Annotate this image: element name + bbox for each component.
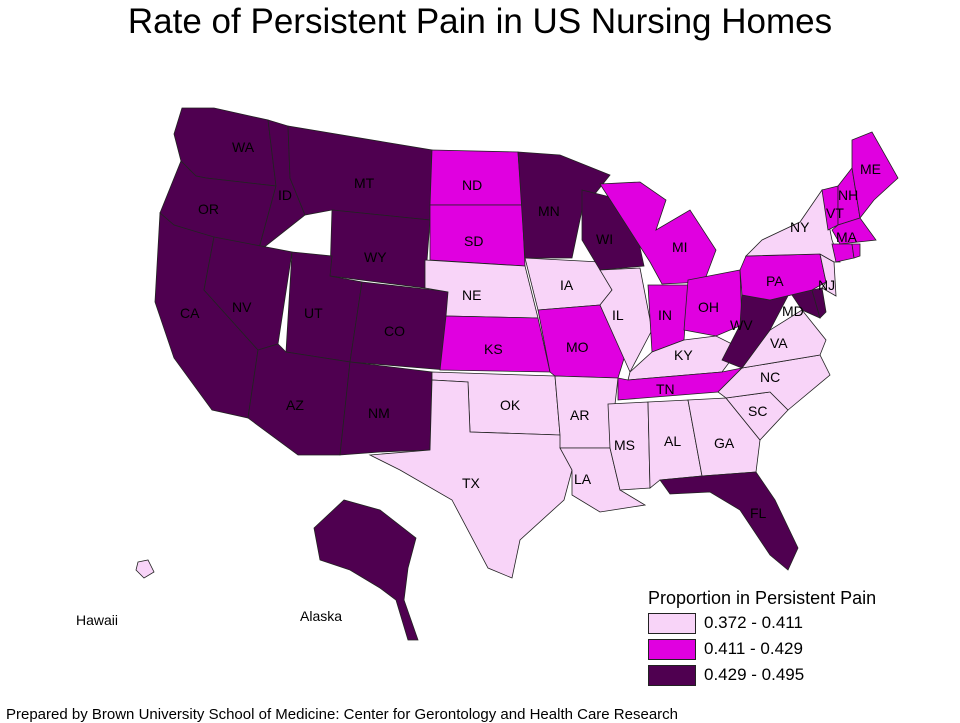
- legend-label: 0.372 - 0.411: [704, 613, 803, 632]
- state-NM[interactable]: [339, 361, 433, 456]
- state-label-ME: ME: [860, 161, 881, 177]
- state-label-OK: OK: [500, 397, 521, 413]
- state-label-AR: AR: [570, 407, 589, 423]
- state-TX[interactable]: [368, 379, 573, 579]
- state-label-MS: MS: [614, 437, 635, 453]
- state-label-OH: OH: [698, 299, 719, 315]
- state-label-ID: ID: [278, 187, 292, 203]
- state-label-IL: IL: [612, 307, 624, 323]
- state-label-FL: FL: [750, 505, 767, 521]
- state-label-CA: CA: [180, 305, 200, 321]
- state-label-VA: VA: [770, 335, 788, 351]
- state-labels: WA OR ID MT WY CA NV UT CO AZ NM ND SD N…: [180, 139, 881, 521]
- legend-item: 0.411 - 0.429: [648, 636, 938, 662]
- state-MS[interactable]: [607, 401, 651, 491]
- state-label-NY: NY: [790, 219, 810, 235]
- state-label-TX: TX: [462, 475, 481, 491]
- state-label-OR: OR: [198, 201, 219, 217]
- state-label-ND: ND: [462, 177, 482, 193]
- state-label-IA: IA: [560, 277, 574, 293]
- state-label-SC: SC: [748, 403, 767, 419]
- state-label-WV: WV: [730, 317, 753, 333]
- state-CT[interactable]: [831, 243, 855, 263]
- state-MT[interactable]: [287, 125, 433, 221]
- state-label-PA: PA: [766, 273, 784, 289]
- legend-item: 0.372 - 0.411: [648, 610, 938, 636]
- state-AK[interactable]: [313, 499, 419, 641]
- legend-swatch-low: [648, 612, 696, 634]
- state-label-TN: TN: [656, 381, 675, 397]
- legend-label: 0.429 - 0.495: [704, 665, 805, 684]
- state-label-SD: SD: [464, 233, 483, 249]
- map-legend: Proportion in Persistent Pain 0.372 - 0.…: [648, 586, 938, 688]
- state-label-LA: LA: [574, 471, 592, 487]
- state-label-WA: WA: [232, 139, 255, 155]
- state-label-WY: WY: [364, 249, 387, 265]
- map-title: Rate of Persistent Pain in US Nursing Ho…: [127, 2, 833, 41]
- legend-swatch-high: [648, 664, 696, 686]
- state-label-NE: NE: [462, 287, 481, 303]
- state-label-AZ: AZ: [286, 397, 304, 413]
- state-label-CO: CO: [384, 323, 405, 339]
- state-FL[interactable]: [659, 471, 799, 571]
- state-ME[interactable]: [851, 131, 899, 219]
- state-label-AL: AL: [664, 433, 681, 449]
- legend-item: 0.429 - 0.495: [648, 662, 938, 688]
- state-NY[interactable]: [745, 188, 841, 263]
- state-label-NJ: NJ: [818, 277, 835, 293]
- state-label-NM: NM: [368, 405, 390, 421]
- state-HI[interactable]: [135, 559, 155, 579]
- state-label-GA: GA: [714, 435, 735, 451]
- alaska-label: Alaska: [300, 608, 343, 624]
- state-label-KS: KS: [484, 341, 503, 357]
- legend-label: 0.411 - 0.429: [704, 639, 803, 658]
- state-label-VT: VT: [826, 205, 844, 221]
- state-label-UT: UT: [304, 305, 323, 321]
- state-label-MA: MA: [836, 229, 858, 245]
- us-choropleth-map: WA OR ID MT WY CA NV UT CO AZ NM ND SD N…: [135, 107, 899, 641]
- state-MA[interactable]: [831, 217, 877, 245]
- state-DE[interactable]: [811, 287, 827, 319]
- state-label-MT: MT: [354, 175, 375, 191]
- footer-credit: Prepared by Brown University School of M…: [6, 706, 678, 723]
- state-label-MN: MN: [538, 203, 560, 219]
- state-label-MO: MO: [566, 339, 589, 355]
- state-label-NV: NV: [232, 299, 252, 315]
- state-label-WI: WI: [596, 231, 613, 247]
- hawaii-label: Hawaii: [76, 612, 119, 628]
- state-label-KY: KY: [674, 347, 693, 363]
- state-label-IN: IN: [658, 307, 672, 323]
- state-RI[interactable]: [851, 243, 861, 259]
- state-OH[interactable]: [683, 269, 743, 337]
- legend-swatch-mid: [648, 638, 696, 660]
- legend-title: Proportion in Persistent Pain: [648, 588, 877, 608]
- state-GA[interactable]: [687, 397, 761, 477]
- state-label-MD: MD: [782, 303, 804, 319]
- state-label-MI: MI: [672, 239, 688, 255]
- state-label-NH: NH: [838, 187, 858, 203]
- state-MI[interactable]: [599, 181, 717, 285]
- state-label-NC: NC: [760, 369, 780, 385]
